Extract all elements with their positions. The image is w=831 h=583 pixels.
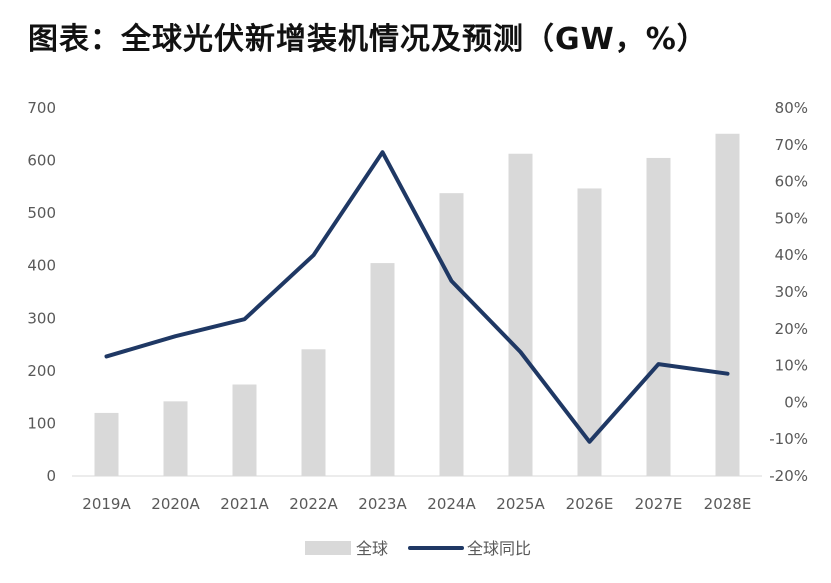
legend-label-bar: 全球 — [356, 539, 388, 558]
bar-2022A — [301, 349, 326, 476]
bar-series — [94, 133, 740, 477]
legend: 全球 全球同比 — [305, 539, 531, 558]
bar-2021A — [232, 384, 257, 476]
bar-2026E — [577, 188, 602, 477]
bar-2028E — [715, 133, 740, 476]
y-right-tick-label: 20% — [775, 320, 808, 338]
y-right-tick-label: 70% — [775, 136, 808, 154]
y-right-tick-label: 10% — [775, 357, 808, 375]
x-axis: 2019A 2020A 2021A 2022A 2023A 2024A 2025A 2026E… — [82, 495, 751, 513]
y-left-tick-label: 0 — [46, 467, 56, 485]
x-tick-label: 2020A — [151, 495, 200, 513]
legend-label-line: 全球同比 — [467, 539, 531, 558]
bar-2027E — [646, 157, 671, 476]
y-right-tick-label: 0% — [784, 393, 808, 411]
bar-2020A — [163, 401, 188, 476]
x-tick-label: 2024A — [427, 495, 476, 513]
x-tick-label: 2026E — [566, 495, 614, 513]
y-left-tick-label: 500 — [27, 204, 56, 222]
x-tick-label: 2023A — [358, 495, 407, 513]
x-tick-label: 2022A — [289, 495, 338, 513]
y-right-tick-label: 30% — [775, 283, 808, 301]
y-right-tick-label: -10% — [769, 430, 808, 448]
x-tick-label: 2028E — [704, 495, 752, 513]
y-right-tick-label: 40% — [775, 246, 808, 264]
bar-2025A — [508, 153, 533, 477]
y-left-tick-label: 600 — [27, 152, 56, 170]
y-left-tick-label: 300 — [27, 309, 56, 327]
legend-swatch-bar — [305, 541, 351, 555]
bar-2019A — [94, 412, 119, 476]
y-axis-left: 0 100 200 300 400 500 600 700 — [27, 99, 56, 485]
x-tick-label: 2025A — [496, 495, 545, 513]
y-axis-right: -20% -10% 0% 10% 20% 30% 40% 50% 60% 70% 80% — [769, 99, 808, 485]
y-right-tick-label: 60% — [775, 173, 808, 191]
y-left-tick-label: 100 — [27, 414, 56, 432]
y-left-tick-label: 400 — [27, 257, 56, 275]
y-right-tick-label: -20% — [769, 467, 808, 485]
bar-2024A — [439, 193, 464, 476]
y-left-tick-label: 700 — [27, 99, 56, 117]
bar-2023A — [370, 263, 395, 476]
chart-title: 图表：全球光伏新增装机情况及预测（GW，%） — [28, 22, 708, 57]
x-tick-label: 2021A — [220, 495, 269, 513]
y-right-tick-label: 80% — [775, 99, 808, 117]
y-left-tick-label: 200 — [27, 362, 56, 380]
x-tick-label: 2027E — [635, 495, 683, 513]
x-tick-label: 2019A — [82, 495, 131, 513]
line-series — [104, 150, 730, 444]
y-right-tick-label: 50% — [775, 209, 808, 227]
